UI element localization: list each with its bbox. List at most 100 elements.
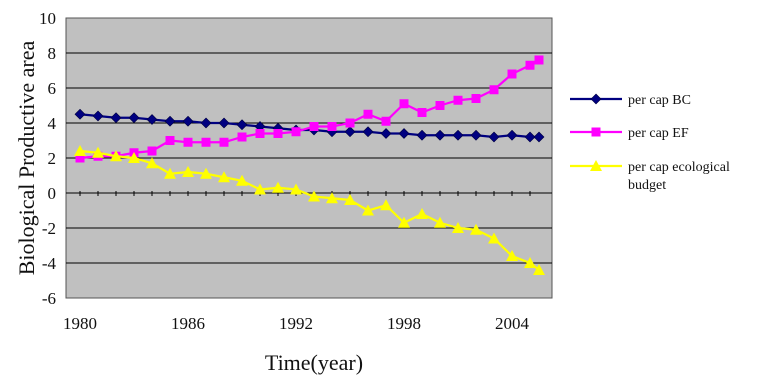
legend-label: per cap EF [628, 126, 689, 141]
data-point [344, 194, 356, 205]
data-point [290, 183, 302, 195]
data-point [534, 55, 544, 65]
data-point [200, 117, 212, 129]
data-point [525, 60, 535, 70]
series-per-cap-ecological-budget [74, 145, 545, 275]
data-point [182, 115, 194, 127]
data-point [326, 192, 338, 204]
data-point [218, 171, 230, 183]
data-point [362, 126, 374, 138]
data-point [398, 216, 410, 228]
data-point [533, 264, 545, 275]
data-point [255, 129, 265, 138]
data-point [201, 137, 211, 147]
data-point [417, 108, 427, 117]
data-point [416, 208, 428, 219]
y-tick-labels: 10 8 6 4 2 0 -2 -4 -6 [39, 9, 57, 308]
x-tick-label: 2004 [495, 314, 530, 333]
data-point [236, 119, 248, 131]
data-point [110, 112, 122, 124]
data-point [219, 137, 229, 147]
y-axis-title: Biological Productive area [14, 40, 39, 275]
x-tick-label: 1986 [171, 314, 205, 333]
data-point [92, 110, 104, 122]
data-point [398, 128, 410, 139]
data-point [453, 95, 463, 105]
data-point [452, 129, 464, 141]
data-point [183, 137, 193, 147]
data-point [452, 222, 464, 233]
legend-item: per cap ecological budget [570, 160, 730, 193]
data-point [380, 128, 392, 139]
data-point [416, 129, 428, 141]
data-point [363, 109, 373, 119]
data-point [75, 153, 85, 163]
data-point [218, 117, 230, 129]
data-point [236, 174, 248, 186]
data-point [434, 129, 446, 141]
y-tick-label: 0 [48, 184, 57, 203]
data-point [164, 115, 176, 127]
data-point [74, 145, 86, 156]
data-point [146, 157, 158, 169]
data-point [164, 167, 176, 179]
data-point [399, 99, 409, 109]
data-point [590, 93, 602, 105]
data-point [165, 136, 175, 145]
data-point [327, 122, 337, 131]
y-tick-label: 2 [48, 149, 57, 168]
data-point [147, 146, 157, 156]
x-tick-label: 1980 [63, 314, 97, 333]
data-point [237, 132, 247, 142]
legend-item: per cap BC [570, 93, 691, 108]
data-point [273, 129, 283, 138]
data-point [362, 204, 374, 216]
x-tick-label: 1992 [279, 314, 313, 333]
y-tick-label: 10 [39, 9, 56, 28]
y-tick-label: 6 [48, 79, 57, 98]
data-point [200, 167, 212, 179]
data-point [92, 146, 104, 158]
data-point [128, 112, 140, 124]
data-point [489, 85, 499, 95]
data-point [272, 181, 284, 193]
series-layer [74, 55, 545, 275]
legend-label: per cap ecological budget [628, 160, 730, 193]
data-point [506, 129, 518, 141]
data-point [182, 166, 194, 177]
data-point [488, 232, 500, 244]
y-tick-label: -6 [42, 289, 56, 308]
legend-item: per cap EF [570, 126, 689, 141]
data-point [533, 131, 545, 143]
x-tick-labels: 1980 1986 1992 1998 2004 [63, 314, 530, 333]
data-point [345, 118, 355, 128]
data-point [506, 250, 518, 261]
data-point [128, 152, 140, 163]
data-point [434, 216, 446, 228]
grid [66, 52, 552, 264]
y-tick-label: 8 [48, 44, 57, 63]
y-tick-label: 4 [48, 114, 57, 133]
data-point [110, 150, 122, 162]
x-axis-title: Time(year) [265, 350, 363, 375]
data-point [309, 122, 319, 131]
data-point [524, 131, 536, 143]
data-point [146, 114, 158, 125]
data-point [74, 108, 86, 120]
data-point [471, 94, 481, 103]
data-point [308, 190, 320, 202]
data-point [470, 129, 482, 141]
y-tick-label: -2 [42, 219, 56, 238]
data-point [507, 69, 517, 79]
y-tick-label: -4 [42, 254, 57, 273]
data-point [591, 127, 601, 137]
data-point [590, 160, 602, 171]
data-point [380, 199, 392, 211]
data-point [524, 257, 536, 268]
data-point [435, 101, 445, 110]
data-point [470, 223, 482, 235]
data-point [488, 131, 500, 143]
data-point [344, 126, 356, 138]
data-point [254, 183, 266, 195]
